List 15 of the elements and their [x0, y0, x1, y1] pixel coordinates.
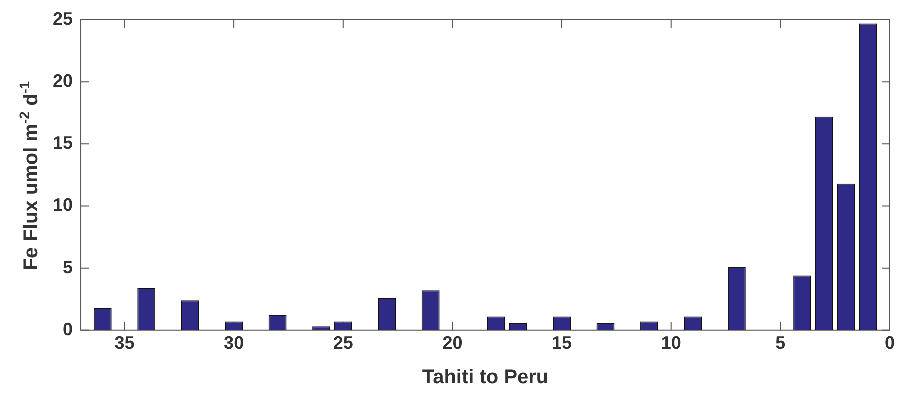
x-axis-title: Tahiti to Peru: [422, 366, 549, 389]
x-tick-label: 15: [552, 333, 572, 354]
x-tick-label: 5: [776, 333, 786, 354]
x-tick-label: 20: [442, 333, 463, 354]
x-tick-label: 10: [661, 333, 682, 354]
x-tick-label: 25: [333, 333, 354, 354]
y-tick-label: 0: [63, 319, 74, 340]
x-tick-label: 35: [114, 333, 135, 354]
y-tick-label: 15: [52, 133, 74, 154]
y-tick-label: 5: [63, 257, 74, 278]
y-tick-label: 25: [52, 8, 74, 29]
x-tick-label: 0: [884, 333, 895, 354]
y-tick-label: 20: [52, 71, 74, 92]
y-tick-label: 10: [52, 195, 74, 216]
x-tick-label: 30: [224, 333, 244, 354]
